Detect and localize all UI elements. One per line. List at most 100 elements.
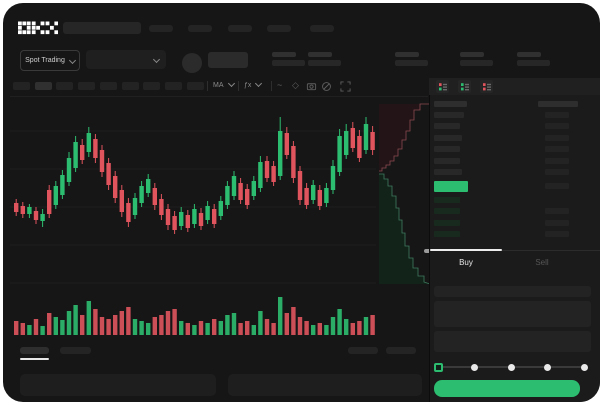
okx-logo — [18, 21, 58, 35]
candle-body — [192, 209, 197, 224]
volume-bar — [126, 307, 131, 335]
ask-price[interactable] — [434, 157, 460, 164]
spot-trading-label: Spot Trading — [25, 57, 65, 64]
timeframe-button[interactable] — [56, 82, 74, 90]
ask-amount[interactable] — [545, 146, 569, 153]
order-type-field[interactable] — [434, 286, 591, 297]
timeframe-button[interactable] — [143, 82, 161, 90]
bid-price[interactable] — [434, 231, 460, 238]
candle-body — [370, 132, 375, 150]
timeframe-button[interactable] — [78, 82, 96, 90]
depth-bids-line — [379, 173, 430, 285]
depth-asks-line — [379, 103, 430, 172]
slider-stop[interactable] — [471, 363, 478, 371]
pair-selector-dropdown[interactable] — [86, 50, 166, 69]
nav-item[interactable] — [188, 25, 212, 32]
volume-bar — [291, 307, 296, 335]
candle-body — [291, 146, 296, 178]
book-view-asks-icon[interactable] — [480, 80, 493, 93]
search-input[interactable] — [63, 22, 141, 34]
nav-item[interactable] — [310, 25, 334, 32]
timeframe-button[interactable] — [99, 82, 117, 90]
ma-indicator-button[interactable]: MA — [213, 79, 235, 89]
ask-price[interactable] — [434, 123, 460, 130]
bid-price[interactable] — [434, 208, 460, 215]
chart-option-button[interactable] — [386, 347, 416, 354]
candle-body — [357, 136, 362, 158]
bid-amount[interactable] — [545, 208, 569, 215]
active-tab-underline — [20, 358, 49, 360]
candle-body — [278, 131, 283, 176]
bottom-panel-right[interactable] — [228, 374, 422, 396]
tab-info[interactable] — [60, 347, 91, 354]
tab-sell[interactable]: Sell — [535, 257, 549, 267]
draw-tools-icon[interactable]: ◇ — [292, 80, 299, 90]
camera-icon[interactable] — [306, 81, 317, 92]
candle-body — [80, 145, 85, 160]
chevron-down-icon — [255, 79, 263, 88]
ask-price[interactable] — [434, 134, 462, 141]
volume-bar — [40, 326, 45, 335]
nav-item[interactable] — [267, 25, 291, 32]
volume-bar — [231, 313, 237, 335]
price-input[interactable] — [434, 301, 591, 327]
candle-body — [317, 190, 322, 206]
ask-amount[interactable] — [545, 157, 569, 164]
ask-price[interactable] — [434, 169, 462, 175]
volume-bar — [165, 311, 171, 335]
candle-body — [311, 185, 316, 200]
ticker-stat — [460, 52, 493, 66]
nav-item[interactable] — [149, 25, 173, 32]
ask-price[interactable] — [434, 112, 464, 118]
ask-amount[interactable] — [545, 134, 569, 141]
chevron-down-icon — [68, 56, 76, 64]
hide-chart-icon[interactable] — [321, 81, 332, 92]
last-price-amount[interactable] — [545, 183, 569, 189]
ask-price[interactable] — [434, 146, 460, 153]
volume-bar — [205, 323, 210, 335]
ask-amount[interactable] — [545, 169, 569, 175]
timeframe-button[interactable] — [13, 82, 30, 90]
candle-body — [165, 209, 171, 225]
bottom-panel-left[interactable] — [20, 374, 216, 396]
slider-stop[interactable] — [580, 363, 588, 371]
fullscreen-icon[interactable] — [340, 81, 351, 92]
spot-trading-dropdown[interactable]: Spot Trading — [20, 50, 80, 71]
tab-chart[interactable] — [20, 347, 49, 354]
candle-body — [258, 162, 263, 188]
nav-item[interactable] — [228, 25, 252, 32]
volume-bar — [304, 321, 309, 335]
timeframe-button[interactable] — [34, 82, 52, 90]
volume-bar — [297, 317, 303, 335]
indicators-button[interactable]: ƒx — [244, 79, 263, 89]
slider-stop[interactable] — [544, 363, 551, 371]
candle-body — [47, 190, 52, 214]
candle-body — [53, 186, 58, 205]
candle-body — [297, 171, 303, 200]
slider-handle[interactable] — [433, 362, 443, 372]
order-book-header-amount[interactable] — [538, 101, 578, 107]
timeframe-button[interactable] — [186, 82, 204, 90]
chevron-down-icon — [227, 79, 235, 88]
slider-stop[interactable] — [507, 363, 515, 371]
last-price-badge[interactable] — [434, 181, 468, 192]
timeframe-button[interactable] — [121, 82, 139, 90]
volume-bar — [330, 317, 336, 335]
bid-amount[interactable] — [545, 231, 569, 238]
order-book-header-price[interactable] — [434, 101, 467, 107]
candle-body — [245, 189, 250, 205]
book-view-all-icon[interactable] — [436, 80, 449, 93]
amount-input[interactable] — [434, 331, 591, 352]
line-chart-icon[interactable]: ~ — [277, 80, 283, 90]
tab-buy[interactable]: Buy — [459, 257, 473, 267]
ask-amount[interactable] — [545, 123, 569, 130]
bid-price[interactable] — [434, 197, 460, 203]
candle-body — [212, 209, 217, 224]
timeframe-button[interactable] — [164, 82, 182, 90]
book-view-bids-icon[interactable] — [458, 80, 471, 93]
chart-option-button[interactable] — [348, 347, 378, 354]
buy-submit-button[interactable] — [434, 380, 580, 397]
bid-price[interactable] — [434, 219, 460, 226]
ask-amount[interactable] — [545, 112, 569, 118]
bid-amount[interactable] — [545, 219, 569, 226]
